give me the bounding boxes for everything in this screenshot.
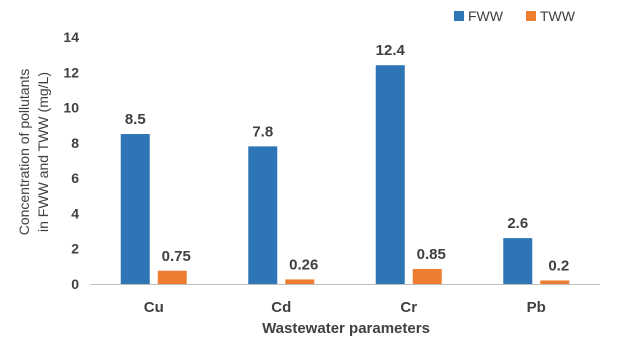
data-label-tww-cr: 0.85	[417, 246, 446, 263]
data-label-fww-cr: 12.4	[376, 42, 406, 59]
x-axis-title: Wastewater parameters	[262, 320, 430, 337]
x-tick-label: Cu	[144, 299, 164, 316]
data-label-tww-cd: 0.26	[289, 256, 318, 273]
bar-fww-cd	[248, 146, 278, 284]
y-tick-label: 6	[71, 170, 79, 186]
legend-label-tww: TWW	[540, 8, 576, 24]
x-tick-label: Cr	[400, 299, 417, 316]
bar-fww-cu	[120, 134, 150, 284]
data-label-tww-pb: 0.2	[548, 257, 569, 274]
legend-label-fww: FWW	[468, 8, 504, 24]
y-tick-label: 8	[71, 135, 79, 151]
bars	[120, 65, 570, 284]
bar-fww-pb	[503, 238, 533, 284]
data-label-fww-cd: 7.8	[252, 123, 273, 140]
bar-tww-cu	[157, 270, 187, 284]
bar-tww-cd	[285, 279, 315, 284]
legend-swatch-tww	[526, 11, 536, 21]
y-tick-label: 14	[63, 29, 79, 45]
y-axis-title: Concentration of pollutants in FWW and T…	[16, 69, 51, 236]
y-tick-label: 0	[71, 276, 79, 292]
data-label-tww-cu: 0.75	[162, 248, 191, 265]
bar-tww-pb	[540, 280, 570, 284]
bar-fww-cr	[375, 65, 405, 284]
legend-swatch-fww	[454, 11, 464, 21]
x-tick-label: Cd	[271, 299, 291, 316]
y-axis-title-line-1: Concentration of pollutants	[16, 69, 32, 236]
y-axis: 0 2 4 6 8 10 12 14	[63, 29, 79, 292]
y-tick-label: 4	[71, 205, 79, 221]
data-label-fww-pb: 2.6	[507, 215, 528, 232]
x-axis: Cu Cd Cr Pb	[90, 284, 600, 316]
y-tick-label: 10	[63, 100, 79, 116]
data-label-fww-cu: 8.5	[125, 111, 146, 128]
data-labels: 8.5 0.75 7.8 0.26 12.4 0.85 2.6 0.2	[125, 42, 569, 274]
y-tick-label: 2	[71, 241, 79, 257]
x-tick-label: Pb	[527, 299, 546, 316]
y-tick-label: 12	[63, 64, 79, 80]
bar-tww-cr	[412, 269, 442, 284]
legend: FWW TWW	[454, 8, 576, 24]
y-axis-title-line-2: in FWW and TWW (mg/L)	[35, 72, 51, 232]
